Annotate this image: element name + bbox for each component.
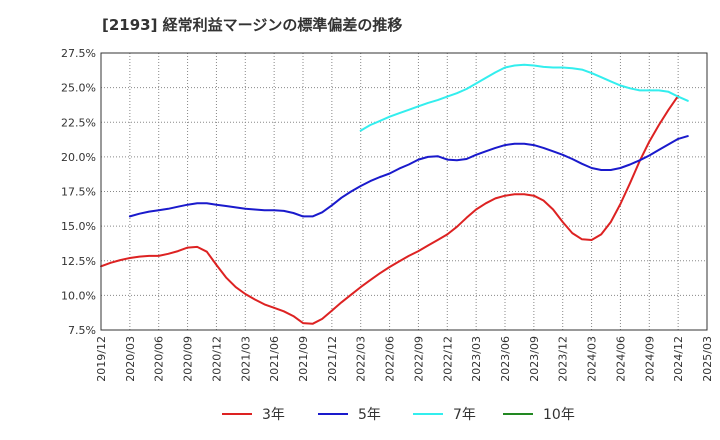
y-tick-label: 25.0%	[61, 82, 96, 95]
x-tick-label: 2024/06	[614, 336, 627, 382]
legend-item-10年: 10年	[503, 407, 575, 423]
x-tick-label: 2023/06	[499, 336, 512, 382]
y-tick-label: 12.5%	[61, 255, 96, 268]
x-tick-label: 2022/06	[384, 336, 397, 382]
y-axis: 7.5% 10.0% 12.5% 15.0% 17.5% 20.0% 22.5% 25.0% 2…	[61, 47, 96, 337]
y-tick-label: 22.5%	[61, 116, 96, 129]
x-tick-label: 2022/12	[441, 336, 454, 382]
series-line-5年	[128, 135, 689, 218]
x-tick-label: 2025/03	[701, 336, 714, 382]
x-tick-label: 2020/12	[210, 336, 223, 382]
legend-label: 3年	[262, 407, 285, 423]
legend-label: 7年	[453, 407, 476, 423]
x-tick-label: 2022/09	[412, 336, 425, 382]
y-tick-label: 27.5%	[61, 47, 96, 60]
legend-item-7年: 7年	[413, 407, 476, 423]
y-tick-label: 10.0%	[61, 289, 96, 302]
x-tick-label: 2021/03	[239, 336, 252, 382]
x-tick-label: 2019/12	[95, 336, 108, 382]
y-tick-label: 7.5%	[68, 324, 96, 337]
legend-label: 5年	[358, 407, 381, 423]
x-tick-label: 2024/03	[586, 336, 599, 382]
legend-item-3年: 3年	[222, 407, 285, 423]
x-tick-label: 2021/09	[297, 336, 310, 382]
x-tick-label: 2022/03	[355, 336, 368, 382]
x-tick-label: 2023/03	[470, 336, 483, 382]
x-tick-label: 2020/03	[124, 336, 137, 382]
y-tick-label: 17.5%	[61, 186, 96, 199]
series-line-3年	[100, 94, 680, 325]
grid	[100, 52, 708, 331]
x-tick-label: 2021/12	[326, 336, 339, 382]
chart-title: [2193] 経常利益マージンの標準偏差の推移	[102, 16, 403, 34]
y-tick-label: 15.0%	[61, 220, 96, 233]
legend-label: 10年	[543, 407, 575, 423]
y-tick-label: 20.0%	[61, 151, 96, 164]
plot-frame	[100, 52, 708, 331]
x-tick-label: 2021/06	[268, 336, 281, 382]
legend: 3年 5年 7年 10年	[222, 407, 575, 423]
legend-item-5年: 5年	[318, 407, 381, 423]
series-lines	[100, 63, 689, 325]
x-axis: 2019/12 2020/03 2020/06 2020/09 2020/12 2021/…	[95, 336, 714, 382]
x-tick-label: 2024/09	[643, 336, 656, 382]
x-tick-label: 2020/09	[182, 336, 195, 382]
x-tick-label: 2023/12	[557, 336, 570, 382]
series-line-7年	[359, 63, 689, 132]
x-tick-label: 2024/12	[672, 336, 685, 382]
x-tick-label: 2020/06	[153, 336, 166, 382]
x-tick-label: 2023/09	[528, 336, 541, 382]
